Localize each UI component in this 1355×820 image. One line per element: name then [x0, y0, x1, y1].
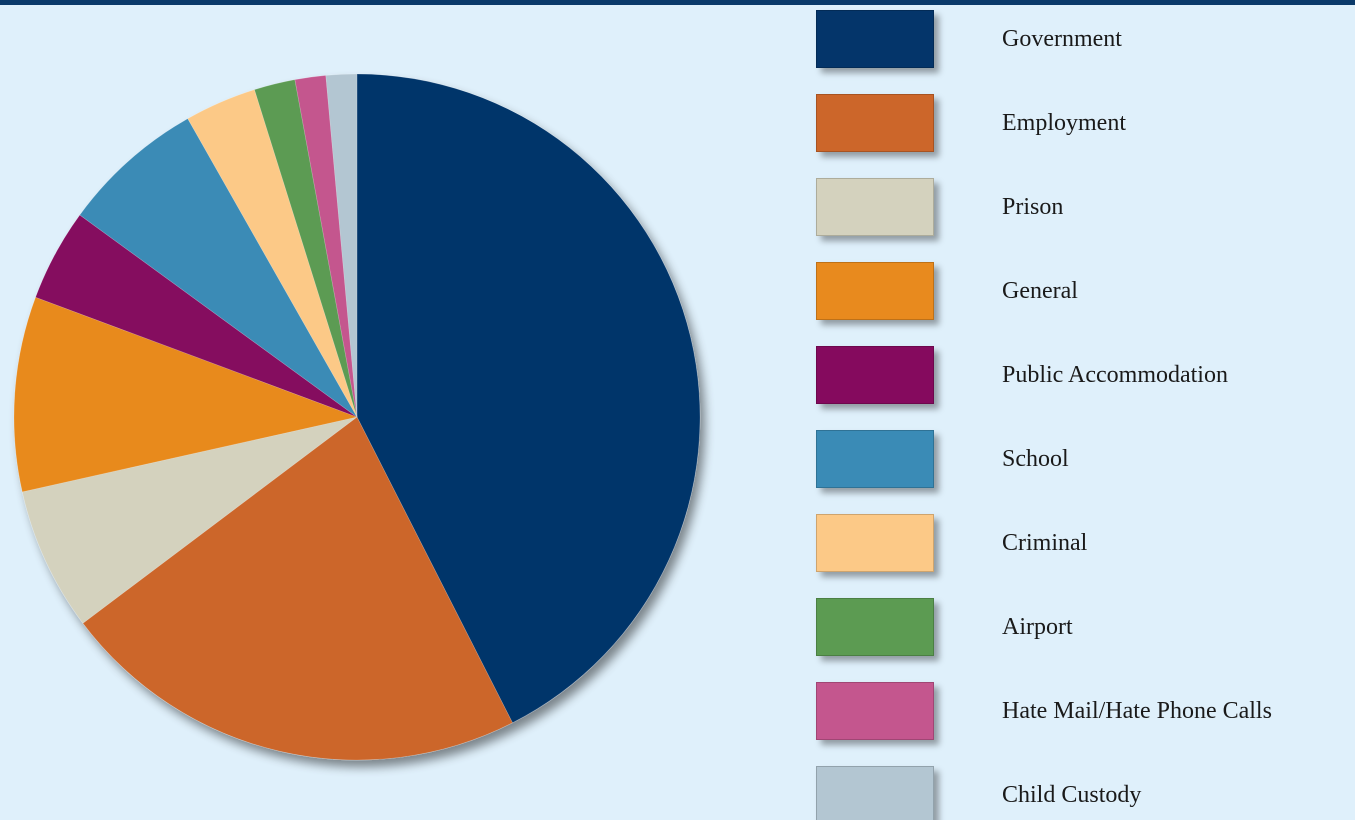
- legend-swatch: [816, 262, 934, 320]
- legend-label: Government: [1002, 26, 1122, 52]
- legend-item: School: [816, 430, 1355, 490]
- legend-swatch: [816, 346, 934, 404]
- legend-item: Government: [816, 10, 1355, 70]
- legend-item: General: [816, 262, 1355, 322]
- legend-label: Prison: [1002, 194, 1064, 220]
- legend-swatch: [816, 178, 934, 236]
- pie-slice-employment: [82, 416, 513, 761]
- pie-slice-general: [13, 296, 359, 493]
- legend-swatch: [816, 94, 934, 152]
- pie-slice-school: [79, 118, 358, 418]
- legend-item: Prison: [816, 178, 1355, 238]
- legend-swatch: [816, 514, 934, 572]
- legend-label: Public Accommodation: [1002, 362, 1228, 388]
- top-rule: [0, 0, 1355, 5]
- legend-item: Public Accommodation: [816, 346, 1355, 406]
- legend-swatch: [816, 598, 934, 656]
- pie-slice-child-custody: [325, 73, 358, 418]
- legend-label: Hate Mail/Hate Phone Calls: [1002, 698, 1272, 724]
- legend-swatch: [816, 430, 934, 488]
- legend-label: Criminal: [1002, 530, 1088, 556]
- legend-label: Employment: [1002, 110, 1126, 136]
- legend-swatch: [816, 682, 934, 740]
- legend-item: Airport: [816, 598, 1355, 658]
- legend-swatch: [816, 10, 934, 68]
- pie-slice-prison: [21, 416, 358, 624]
- pie-slices: [13, 73, 701, 761]
- legend-label: School: [1002, 446, 1069, 472]
- pie-chart: [13, 73, 701, 761]
- legend-swatch: [816, 766, 934, 820]
- pie-slice-government: [356, 73, 701, 724]
- legend-item: Criminal: [816, 514, 1355, 574]
- legend-label: Airport: [1002, 614, 1073, 640]
- legend-label: General: [1002, 278, 1078, 304]
- legend-item: Employment: [816, 94, 1355, 154]
- legend-label: Child Custody: [1002, 782, 1142, 808]
- legend-item: Hate Mail/Hate Phone Calls: [816, 682, 1355, 742]
- legend-item: Child Custody: [816, 766, 1355, 820]
